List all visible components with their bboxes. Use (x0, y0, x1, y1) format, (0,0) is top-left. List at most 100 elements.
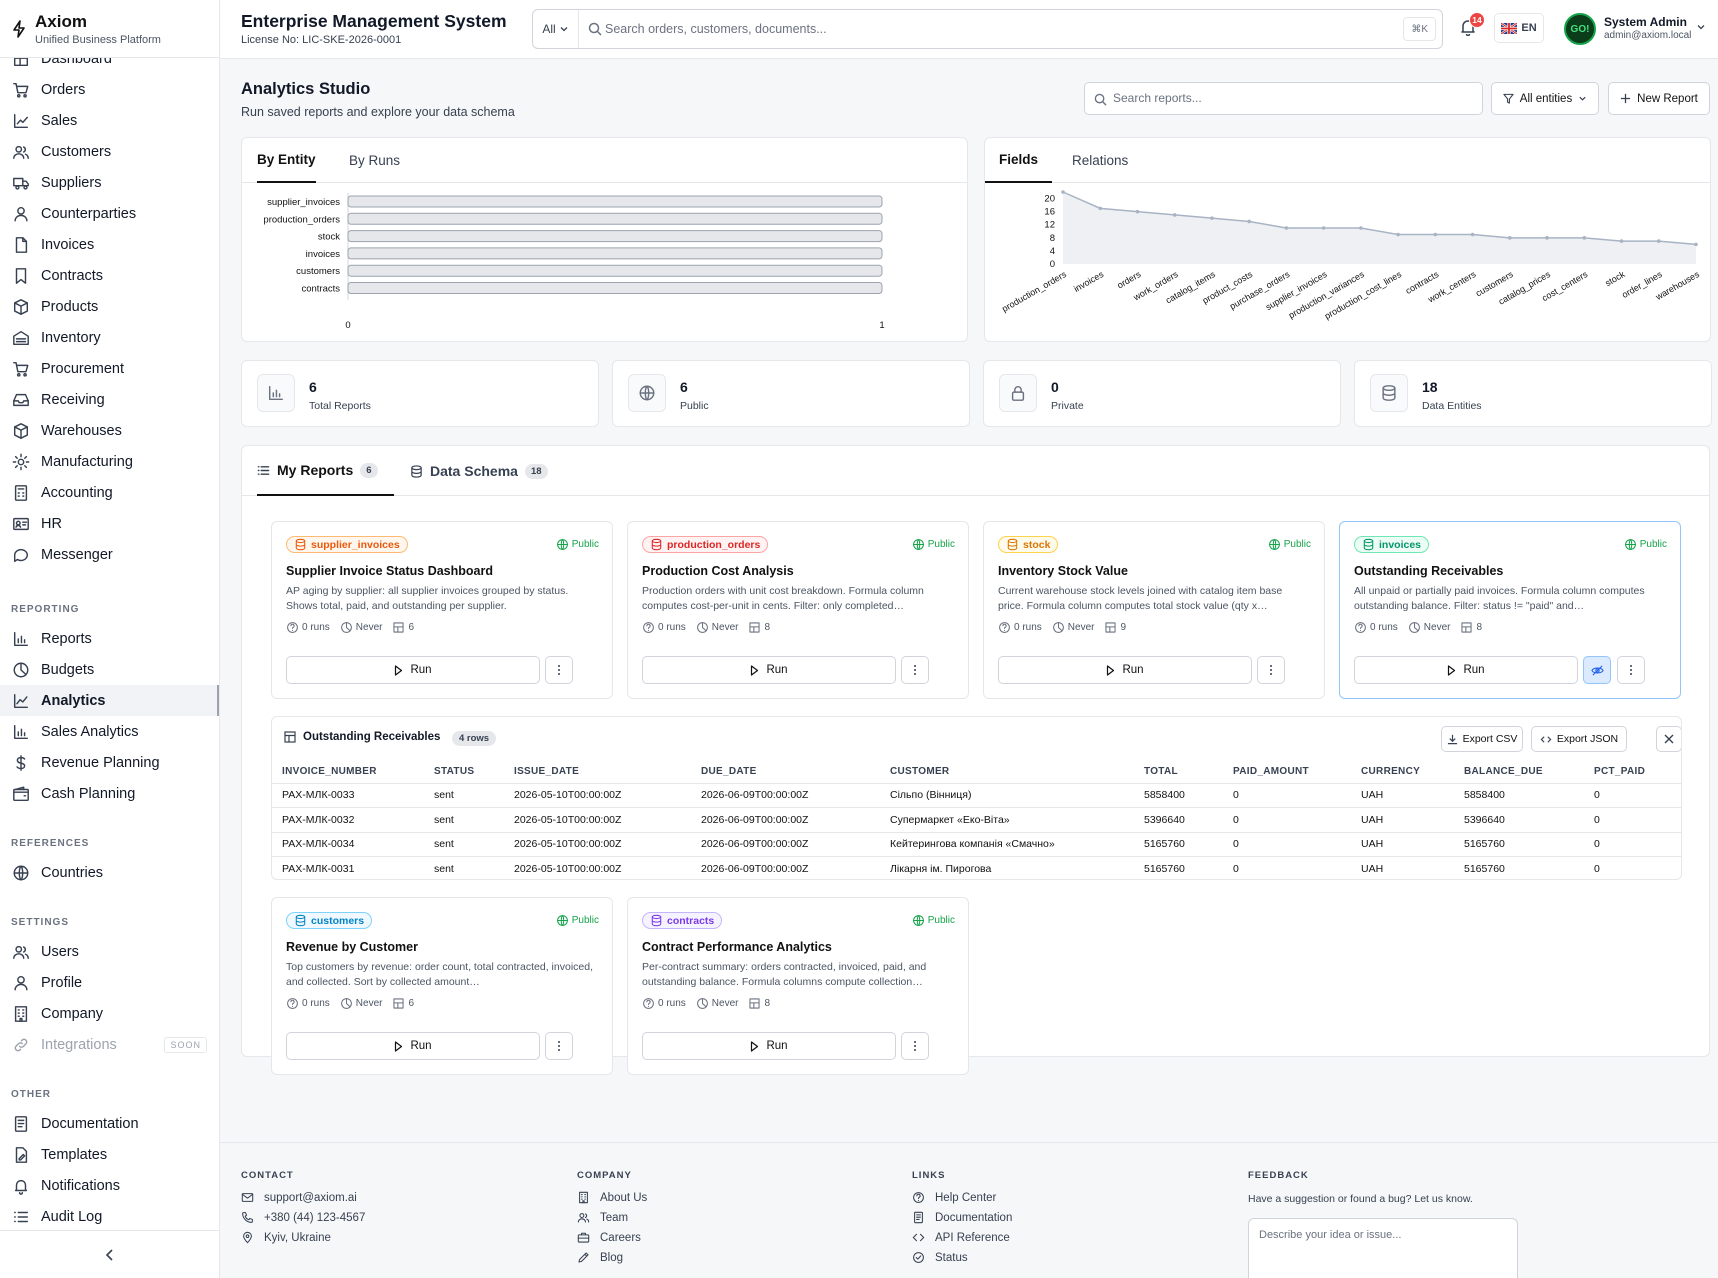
sidebar-item-invoices[interactable]: Invoices (0, 229, 219, 260)
sidebar-item-sales[interactable]: Sales (0, 105, 219, 136)
report-card[interactable]: contracts Public Contract Performance Anal… (627, 897, 969, 1075)
more-actions-button[interactable] (545, 1032, 573, 1060)
run-report-button[interactable]: Run (1354, 656, 1578, 684)
user-avatar[interactable]: GO! (1564, 13, 1596, 45)
sidebar-item-contracts[interactable]: Contracts (0, 260, 219, 291)
sidebar-item-revenue-planning[interactable]: Revenue Planning (0, 747, 219, 778)
report-search-input[interactable] (1113, 91, 1453, 105)
tab-my-reports[interactable]: My Reports 6 (257, 446, 394, 496)
table-column-header[interactable]: PAID_AMOUNT (1223, 761, 1351, 784)
sidebar-item-documentation[interactable]: Documentation (0, 1108, 219, 1139)
more-actions-button[interactable] (901, 1032, 929, 1060)
sidebar-item-integrations[interactable]: Integrations SOON (0, 1029, 219, 1060)
table-column-header[interactable]: DUE_DATE (691, 761, 880, 784)
sidebar-item-notifications[interactable]: Notifications (0, 1170, 219, 1201)
run-report-button[interactable]: Run (998, 656, 1252, 684)
table-column-header[interactable]: STATUS (424, 761, 504, 784)
user-name[interactable]: System Admin (1604, 15, 1687, 29)
sidebar-item-company[interactable]: Company (0, 998, 219, 1029)
sidebar-item-users[interactable]: Users (0, 936, 219, 967)
footer-link-support-axiom-ai[interactable]: support@axiom.ai (241, 1191, 357, 1204)
table-row[interactable]: РАХ-МЛК-0031 sent 2026-05-10T00:00:00Z 2026… (272, 856, 1681, 879)
report-title: Revenue by Customer (286, 940, 418, 954)
tab-by-runs[interactable]: By Runs (349, 153, 401, 168)
more-actions-button[interactable] (1257, 656, 1285, 684)
table-row[interactable]: РАХ-МЛК-0034 sent 2026-05-10T00:00:00Z 2026… (272, 832, 1681, 857)
table-column-header[interactable]: ISSUE_DATE (504, 761, 691, 784)
report-card[interactable]: invoices Public Outstanding Receivables All… (1339, 521, 1681, 699)
footer-link-documentation[interactable]: Documentation (912, 1211, 1012, 1224)
footer-link-kyiv-ukraine[interactable]: Kyiv, Ukraine (241, 1231, 331, 1244)
table-column-header[interactable]: BALANCE_DUE (1454, 761, 1584, 784)
run-report-button[interactable]: Run (642, 656, 896, 684)
table-cell: 2026-05-10T00:00:00Z (504, 856, 691, 879)
footer-link--380-44-123-4567[interactable]: +380 (44) 123-4567 (241, 1211, 365, 1224)
user-menu-chevron-icon[interactable] (1696, 22, 1706, 32)
sidebar-item-analytics[interactable]: Analytics (0, 685, 219, 716)
table-column-header[interactable]: CUSTOMER (880, 761, 1134, 784)
footer-link-api-reference[interactable]: API Reference (912, 1231, 1010, 1244)
collapse-sidebar-button[interactable] (0, 1230, 219, 1278)
sidebar-item-cash-planning[interactable]: Cash Planning (0, 778, 219, 809)
footer-link-blog[interactable]: Blog (577, 1251, 623, 1264)
report-card[interactable]: customers Public Revenue by Customer Top cu… (271, 897, 613, 1075)
close-result-button[interactable] (1656, 726, 1681, 752)
table-column-header[interactable]: CURRENCY (1351, 761, 1454, 784)
footer-link-help-center[interactable]: Help Center (912, 1191, 996, 1204)
tab-data-schema[interactable]: Data Schema 18 (410, 446, 548, 496)
table-column-header[interactable]: INVOICE_NUMBER (272, 761, 424, 784)
sidebar-item-budgets[interactable]: Budgets (0, 654, 219, 685)
sidebar-item-procurement[interactable]: Procurement (0, 353, 219, 384)
new-report-button[interactable]: New Report (1608, 82, 1710, 115)
report-card[interactable]: production_orders Public Production Cost A… (627, 521, 969, 699)
run-report-button[interactable]: Run (286, 656, 540, 684)
footer-link-careers[interactable]: Careers (577, 1231, 641, 1244)
sidebar-item-countries[interactable]: Countries (0, 857, 219, 888)
sidebar-item-customers[interactable]: Customers (0, 136, 219, 167)
sidebar-item-hr[interactable]: HR (0, 508, 219, 539)
sidebar-item-profile[interactable]: Profile (0, 967, 219, 998)
footer-link-about-us[interactable]: About Us (577, 1191, 647, 1204)
language-switcher[interactable]: EN (1494, 13, 1544, 43)
report-card[interactable]: supplier_invoices Public Supplier Invoice … (271, 521, 613, 699)
more-actions-button[interactable] (545, 656, 573, 684)
sidebar-item-suppliers[interactable]: Suppliers (0, 167, 219, 198)
sidebar-item-messenger[interactable]: Messenger (0, 539, 219, 570)
more-actions-button[interactable] (1617, 656, 1645, 684)
feedback-textarea[interactable] (1248, 1218, 1518, 1278)
sidebar-item-inventory[interactable]: Inventory (0, 322, 219, 353)
footer-link-status[interactable]: Status (912, 1251, 968, 1264)
entity-filter-select[interactable]: All entities (1491, 82, 1599, 115)
sidebar-item-accounting[interactable]: Accounting (0, 477, 219, 508)
footer-link-team[interactable]: Team (577, 1211, 628, 1224)
sidebar-item-reports[interactable]: Reports (0, 623, 219, 654)
table-column-header[interactable]: TOTAL (1134, 761, 1223, 784)
tab-relations[interactable]: Relations (1072, 153, 1129, 168)
export-csv-button[interactable]: Export CSV (1441, 726, 1523, 752)
sidebar-item-products[interactable]: Products (0, 291, 219, 322)
footer-link-label: API Reference (935, 1231, 1010, 1244)
sidebar-item-manufacturing[interactable]: Manufacturing (0, 446, 219, 477)
more-actions-button[interactable] (901, 656, 929, 684)
sidebar-item-receiving[interactable]: Receiving (0, 384, 219, 415)
sidebar-item-counterparties[interactable]: Counterparties (0, 198, 219, 229)
sidebar-item-warehouses[interactable]: Warehouses (0, 415, 219, 446)
sidebar-item-sales-analytics[interactable]: Sales Analytics (0, 716, 219, 747)
toggle-visibility-button[interactable] (1583, 656, 1611, 684)
tab-by-entity[interactable]: By Entity (257, 138, 316, 183)
report-card[interactable]: stock Public Inventory Stock Value Current … (983, 521, 1325, 699)
table-row[interactable]: РАХ-МЛК-0032 sent 2026-05-10T00:00:00Z 2026… (272, 807, 1681, 833)
export-json-button[interactable]: Export JSON (1531, 726, 1627, 752)
brand[interactable]: Axiom Unified Business Platform (0, 0, 219, 58)
sidebar-item-orders[interactable]: Orders (0, 74, 219, 105)
visibility-badge: Public (556, 914, 599, 927)
table-row[interactable]: РАХ-МЛК-0033 sent 2026-05-10T00:00:00Z 2026… (272, 783, 1681, 808)
table-column-header[interactable]: PCT_PAID (1584, 761, 1681, 784)
sidebar-item-audit-log[interactable]: Audit Log (0, 1201, 219, 1232)
run-report-button[interactable]: Run (642, 1032, 896, 1060)
run-report-button[interactable]: Run (286, 1032, 540, 1060)
global-search-input[interactable] (605, 19, 1385, 39)
sidebar-item-templates[interactable]: Templates (0, 1139, 219, 1170)
tab-fields[interactable]: Fields (985, 138, 1053, 183)
search-scope-select[interactable]: All (533, 10, 579, 48)
